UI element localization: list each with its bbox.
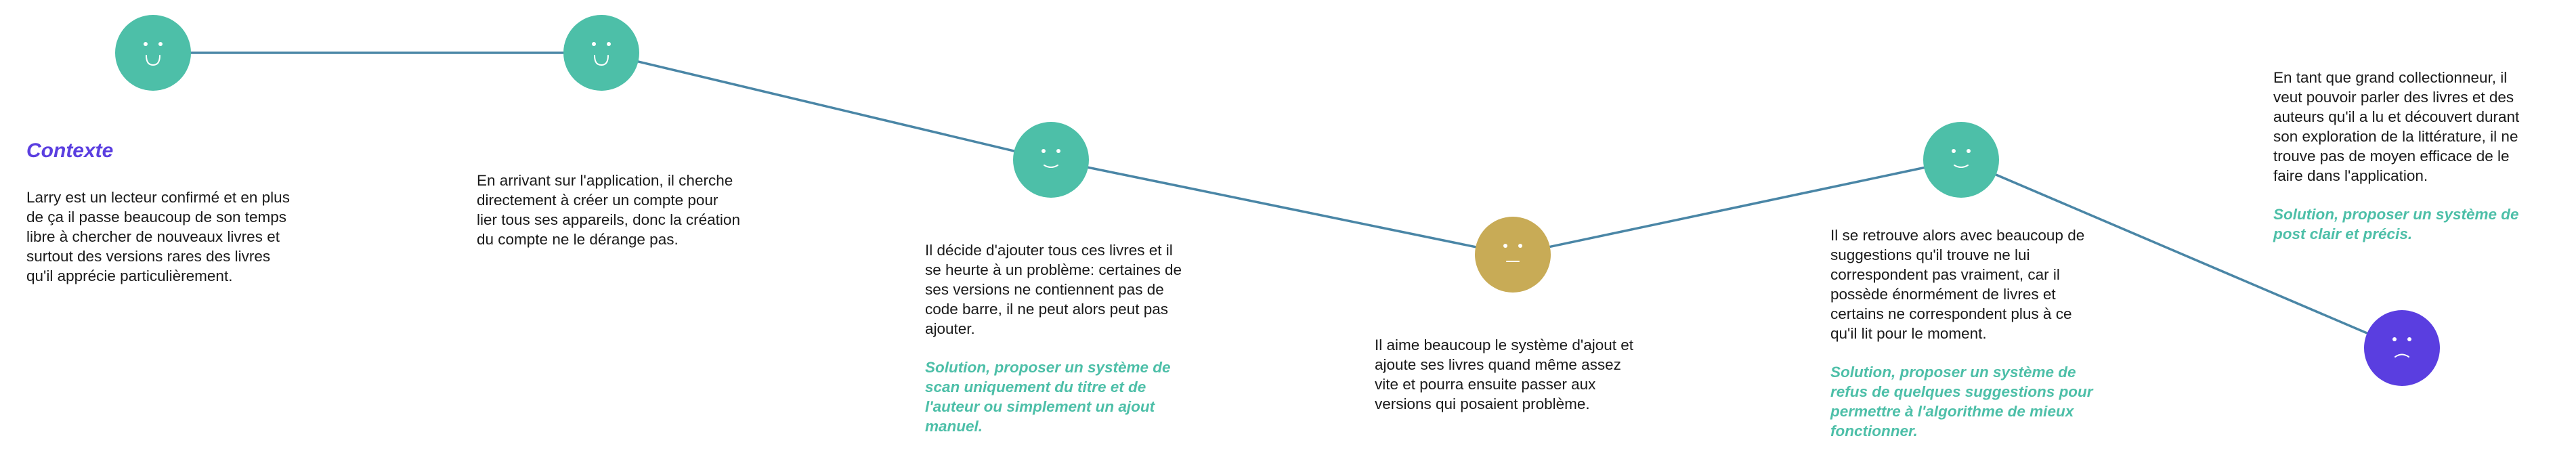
- face-eye: [1518, 244, 1522, 248]
- step-2-text: Il décide d'ajouter tous ces livres et i…: [925, 242, 1182, 337]
- face-circle: [2364, 310, 2440, 386]
- face-circle: [1475, 217, 1551, 293]
- step-4-solution: Solution, proposer un système de refus d…: [1830, 364, 2093, 439]
- face-eye: [1503, 244, 1507, 248]
- happy-face-icon: [115, 15, 191, 91]
- face-eye: [1952, 149, 1956, 153]
- face-circle: [115, 15, 191, 91]
- context-title: Contexte: [26, 139, 114, 162]
- step-4-text: Il se retrouve alors avec beaucoup de su…: [1830, 227, 2085, 342]
- face-circle: [1923, 122, 1999, 198]
- face-mouth: [2395, 353, 2409, 358]
- face-circle: [563, 15, 639, 91]
- context-text-block: Larry est un lecteur confirmé et en plus…: [26, 188, 291, 286]
- slight-smile-face-icon: [1923, 122, 1999, 198]
- face-circle: [1013, 122, 1089, 198]
- face-eye: [158, 42, 163, 46]
- sad-face-icon: [2364, 310, 2440, 386]
- step-2-solution: Solution, proposer un système de scan un…: [925, 359, 1171, 435]
- face-mouth: [1044, 165, 1058, 168]
- neutral-face-icon: [1475, 217, 1551, 293]
- step-1-text: En arrivant sur l'application, il cherch…: [477, 172, 740, 248]
- face-eye: [1967, 149, 1971, 153]
- face-eye: [144, 42, 148, 46]
- face-eye: [2392, 337, 2397, 341]
- step-3-text-block: Il aime beaucoup le système d'ajout et a…: [1375, 335, 1639, 414]
- step-3-text: Il aime beaucoup le système d'ajout et a…: [1375, 337, 1634, 412]
- face-mouth: [1954, 165, 1969, 168]
- face-eye: [2407, 337, 2411, 341]
- step-2-text-block: Il décide d'ajouter tous ces livres et i…: [925, 240, 1189, 436]
- journey-polyline: [153, 51, 2403, 349]
- face-mouth: [146, 55, 160, 66]
- face-mouth: [594, 55, 609, 66]
- step-4-text-block: Il se retrouve alors avec beaucoup de su…: [1830, 225, 2095, 441]
- face-eye: [592, 42, 596, 46]
- context-text: Larry est un lecteur confirmé et en plus…: [26, 189, 290, 284]
- face-eye: [607, 42, 611, 46]
- happy-face-icon: [563, 15, 639, 91]
- face-eye: [1056, 149, 1060, 153]
- step-5-text: En tant que grand collectionneur, il veu…: [2273, 69, 2520, 184]
- step-5-solution: Solution, proposer un système de post cl…: [2273, 206, 2519, 242]
- step-1-text-block: En arrivant sur l'application, il cherch…: [477, 171, 741, 249]
- slight-smile-face-icon: [1013, 122, 1089, 198]
- face-eye: [1042, 149, 1046, 153]
- step-5-text-block: En tant que grand collectionneur, il veu…: [2273, 68, 2537, 244]
